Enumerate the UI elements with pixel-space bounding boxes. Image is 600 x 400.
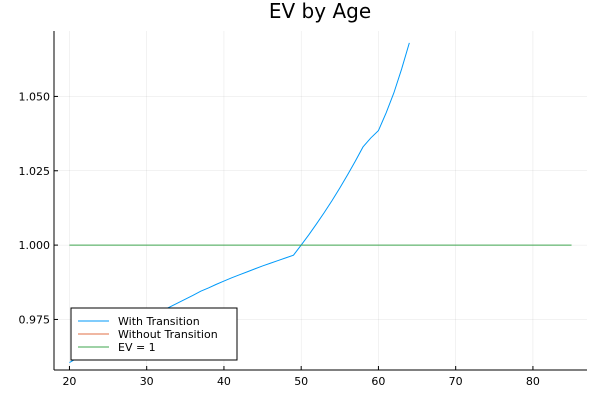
x-tick-label: 20: [62, 375, 76, 388]
y-tick-label: 1.000: [19, 239, 51, 252]
legend-label: With Transition: [118, 315, 200, 328]
axes: [53, 31, 587, 371]
x-tick-label: 60: [371, 375, 385, 388]
x-tick-label: 80: [526, 375, 540, 388]
y-tick-label: 1.050: [19, 90, 51, 103]
legend-label: Without Transition: [118, 328, 218, 341]
chart-title: EV by Age: [269, 0, 371, 23]
x-tick-label: 70: [449, 375, 463, 388]
x-tick-label: 40: [217, 375, 231, 388]
x-tick-label: 30: [140, 375, 154, 388]
legend-label: EV = 1: [118, 341, 156, 354]
tick-labels: 20 30 40 50 60 70 80 0.975 1.000 1.025 1.050: [19, 90, 540, 388]
y-tick-label: 1.025: [19, 165, 51, 178]
x-tick-label: 50: [294, 375, 308, 388]
y-tick-label: 0.975: [19, 313, 51, 326]
